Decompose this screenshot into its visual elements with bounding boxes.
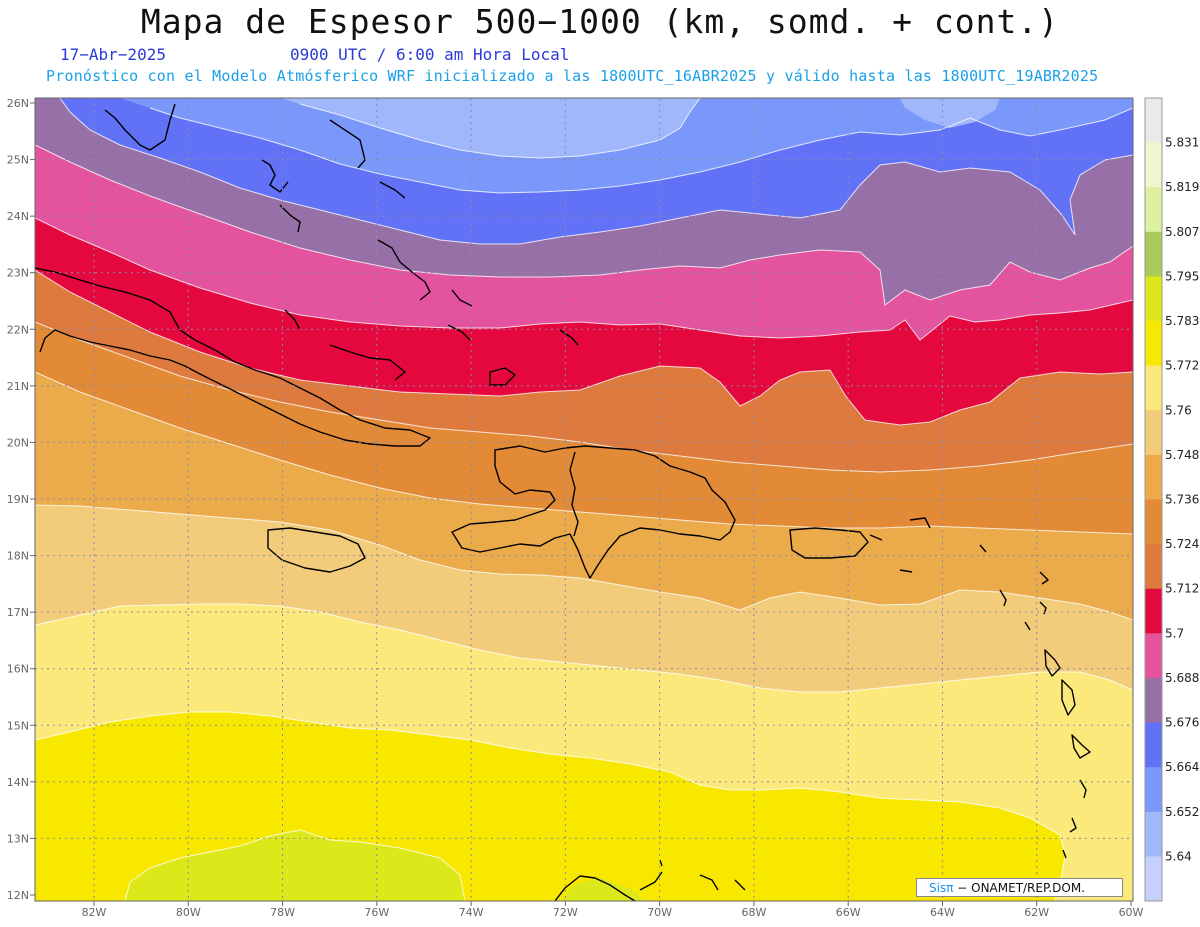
colorbar-label: 5.783 [1165, 314, 1199, 328]
forecast-date: 17−Abr−2025 [60, 45, 166, 64]
colorbar-segment [1145, 142, 1162, 188]
colorbar-segment [1145, 365, 1162, 411]
lat-label: 14N [7, 776, 29, 789]
colorbar-segment [1145, 677, 1162, 724]
forecast-valid-time: 0900 UTC / 6:00 am Hora Local [290, 45, 570, 64]
lat-label: 12N [7, 889, 29, 902]
colorbar-segment [1145, 276, 1162, 322]
colorbar-segment [1145, 321, 1162, 367]
colorbar-segment [1145, 633, 1162, 679]
colorbar-label: 5.819 [1165, 180, 1199, 194]
colorbar-label: 5.652 [1165, 805, 1199, 819]
colorbar-label: 5.736 [1165, 493, 1199, 507]
lon-label: 78W [270, 906, 295, 919]
lon-label: 70W [647, 906, 672, 919]
colorbar-segment [1145, 454, 1162, 500]
cuba-coast [35, 267, 431, 447]
lon-label: 80W [176, 906, 201, 919]
lat-label: 17N [7, 606, 29, 619]
haiti-dr-border [569, 451, 579, 537]
lat-label: 15N [7, 719, 29, 732]
lat-label: 16N [7, 663, 29, 676]
lon-label: 66W [836, 906, 861, 919]
thickness-bands [35, 98, 1133, 901]
colorbar-label: 5.748 [1165, 448, 1199, 462]
band-5-640 [280, 98, 700, 158]
lat-label: 21N [7, 380, 29, 393]
lat-label: 25N [7, 154, 29, 167]
lon-label: 76W [364, 906, 389, 919]
lat-label: 20N [7, 436, 29, 449]
colorbar-segment [1145, 856, 1162, 902]
colorbar-segment [1145, 544, 1162, 590]
lat-label: 22N [7, 323, 29, 336]
colorbar-label: 5.807 [1165, 225, 1199, 239]
colorbar-label: 5.724 [1165, 537, 1199, 551]
band-5-783-east [560, 878, 645, 901]
colorbar-label: 5.76 [1165, 403, 1192, 417]
south-america-coast [554, 859, 1001, 901]
credit-text: − ONAMET/REP.DOM. [953, 881, 1086, 895]
colorbar-label: 5.664 [1165, 760, 1199, 774]
longitude-labels: 82W 80W 78W 76W 74W 72W 70W 68W 66W 64W 62W 60W [82, 901, 1144, 919]
colorbar-label: 5.688 [1165, 671, 1199, 685]
jamaica-coast [267, 527, 366, 573]
colorbar-segment [1145, 722, 1162, 768]
lon-label: 64W [930, 906, 955, 919]
colorbar-segment [1145, 811, 1162, 857]
colorbar-frame [1144, 97, 1163, 902]
colorbar-segment [1145, 231, 1162, 277]
lat-label: 19N [7, 493, 29, 506]
colorbar-label: 5.712 [1165, 582, 1199, 596]
lon-label: 68W [741, 906, 766, 919]
lat-label: 13N [7, 832, 29, 845]
band-5-783 [125, 830, 465, 901]
bahamas-islands [104, 103, 579, 386]
sispi-logo-text: Sisπ [929, 881, 954, 895]
colorbar-label: 5.676 [1165, 716, 1199, 730]
lesser-antilles [869, 517, 1091, 859]
lat-label: 18N [7, 550, 29, 563]
colorbar-segment [1145, 499, 1162, 545]
lat-label: 26N [7, 97, 29, 110]
coastlines [35, 103, 1091, 901]
map-title: Mapa de Espesor 500−1000 (km, somd. + co… [140, 2, 1060, 41]
latitude-labels: 26N 25N 24N 23N 22N 21N 20N 19N 18N 17N 16N 15N 14N 1… [7, 97, 35, 902]
lon-label: 72W [553, 906, 578, 919]
puerto-rico-coast [789, 527, 869, 559]
lon-label: 60W [1119, 906, 1144, 919]
colorbar-segment [1145, 767, 1162, 813]
colorbar-label: 5.7 [1165, 626, 1184, 640]
colorbar: 5.831 5.819 5.807 5.795 5.783 5.772 5.76 5.748 5… [1144, 97, 1199, 902]
hispaniola-coast [451, 445, 736, 579]
colorbar-segment [1145, 588, 1162, 634]
credit-box: Sisπ − ONAMET/REP.DOM. [916, 878, 1123, 897]
colorbar-label: 5.795 [1165, 269, 1199, 283]
colorbar-label: 5.64 [1165, 849, 1192, 863]
colorbar-segment [1145, 187, 1162, 233]
lat-label: 24N [7, 210, 29, 223]
lat-label: 23N [7, 267, 29, 280]
colorbar-segment [1145, 98, 1162, 144]
colorbar-label: 5.831 [1165, 136, 1199, 150]
contour-lines [35, 98, 1133, 901]
colorbar-label: 5.772 [1165, 359, 1199, 373]
forecast-subtitle: Pronóstico con el Modelo Atmósferico WRF… [46, 67, 1099, 85]
map-grid [35, 98, 1133, 901]
lon-label: 62W [1024, 906, 1049, 919]
lon-label: 74W [459, 906, 484, 919]
lon-label: 82W [82, 906, 107, 919]
colorbar-segment [1145, 410, 1162, 456]
